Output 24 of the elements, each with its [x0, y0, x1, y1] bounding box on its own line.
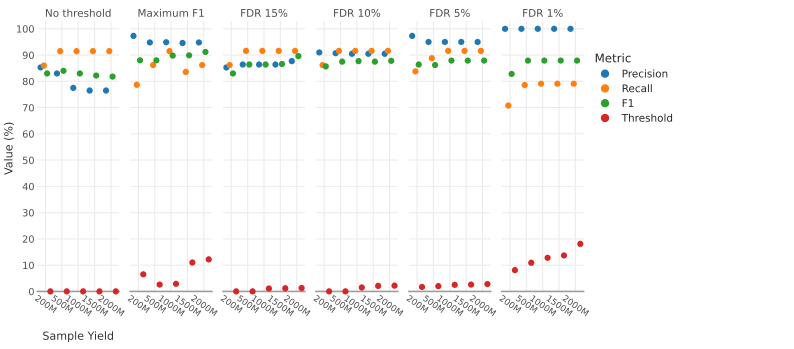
y-axis-title: Value (%)	[4, 122, 14, 175]
legend-label: Recall	[622, 84, 652, 92]
chart-title: FDR 10%	[334, 9, 380, 17]
chart-title: No threshold	[46, 8, 111, 17]
x-axis-title: Sample Yield	[43, 331, 114, 342]
y-tick-label: 10	[23, 262, 34, 269]
chart-title: FDR 15%	[241, 9, 288, 17]
y-tick-label: 40	[22, 182, 34, 190]
y-tick-label: 20	[22, 235, 34, 243]
y-tick-label: 30	[22, 209, 34, 216]
legend-label: Precision	[622, 69, 668, 78]
legend-title: Metric	[596, 53, 631, 62]
y-tick-label: 70	[22, 104, 34, 112]
y-tick-label: 90	[22, 52, 34, 59]
chart-title: Maximum F1	[138, 8, 204, 17]
legend-label: F1	[622, 99, 634, 107]
legend-label: Threshold	[622, 114, 672, 122]
y-tick-label: 0	[28, 288, 34, 296]
y-tick-label: 80	[22, 78, 34, 86]
y-tick-label: 50	[22, 156, 34, 164]
chart-title: FDR 1%	[523, 9, 563, 17]
chart-title: FDR 5%	[430, 9, 470, 17]
y-tick-label: 100	[17, 25, 34, 33]
y-tick-label: 60	[22, 130, 34, 138]
